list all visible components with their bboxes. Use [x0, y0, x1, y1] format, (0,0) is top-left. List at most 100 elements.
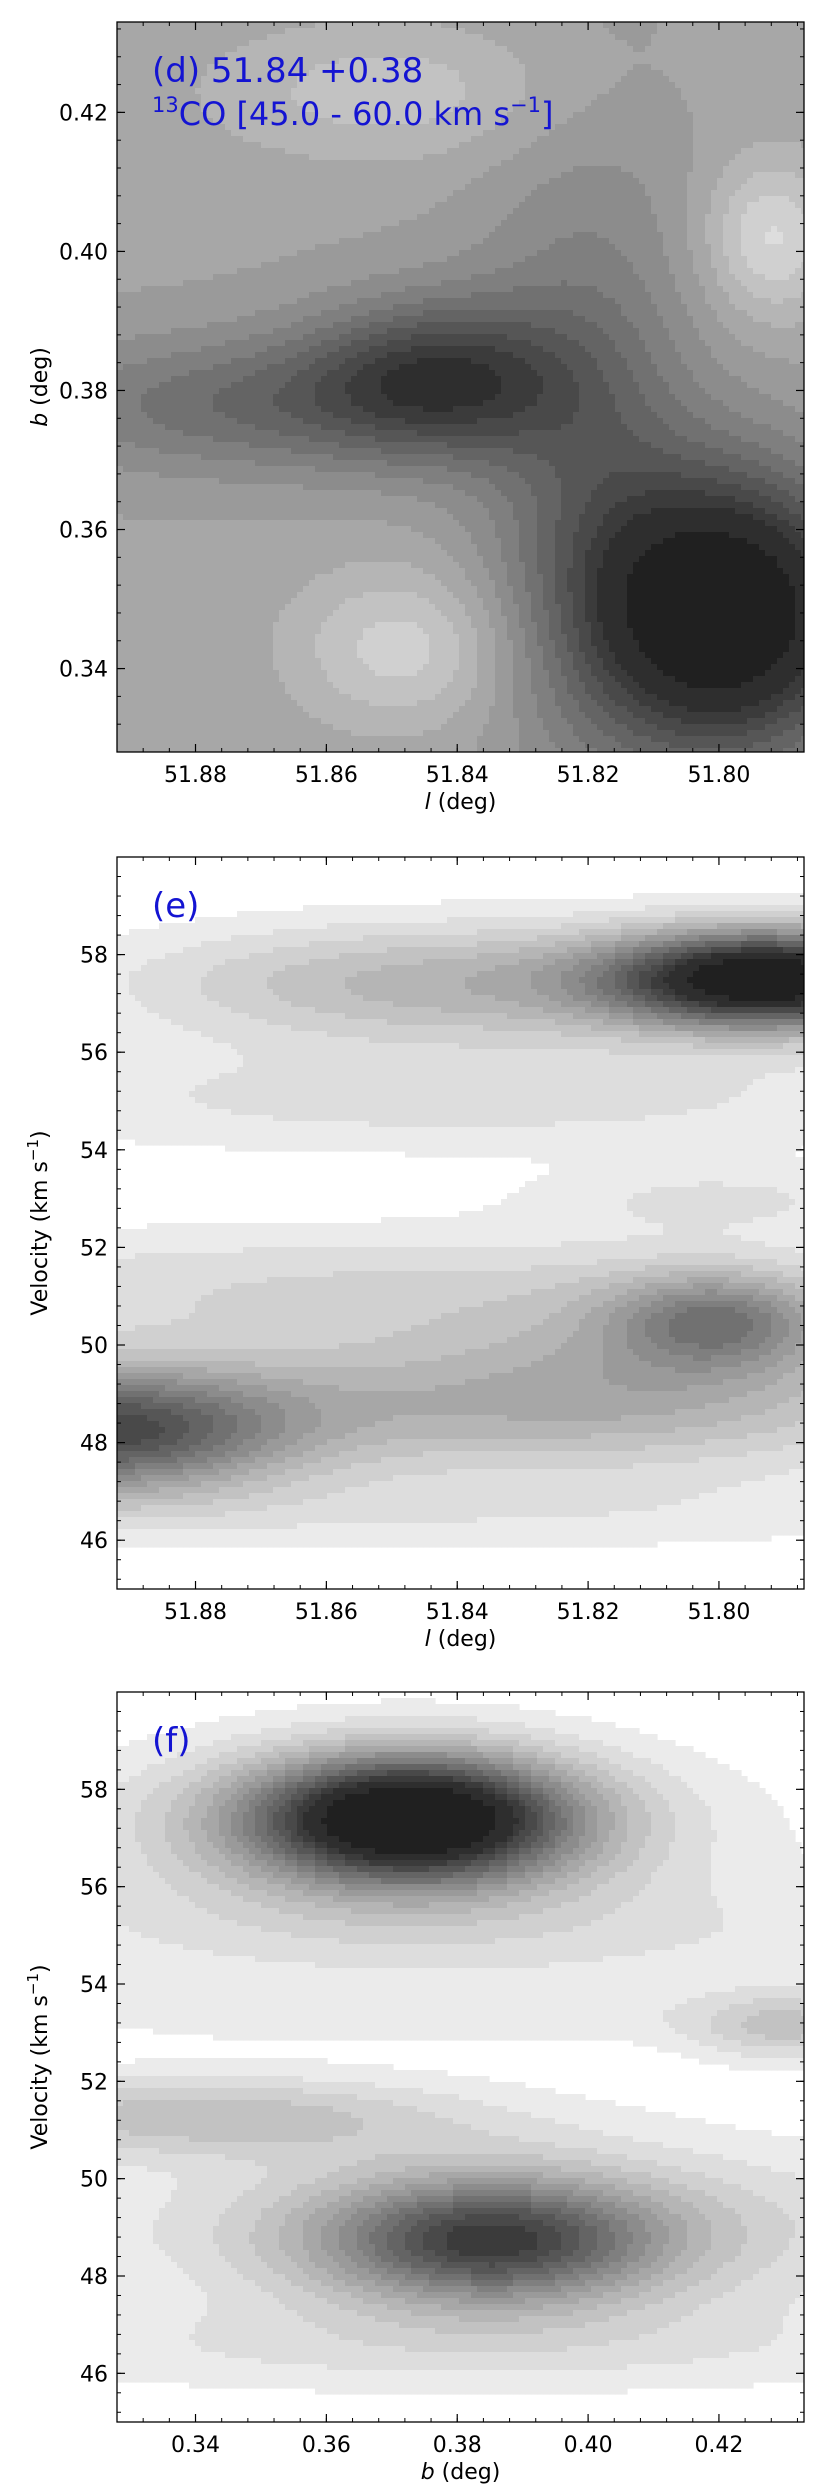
contour-cell: [219, 178, 226, 185]
contour-cell: [399, 88, 406, 95]
contour-cell: [741, 22, 748, 29]
contour-cell: [585, 94, 592, 101]
contour-cell: [699, 76, 706, 83]
contour-cell: [141, 106, 148, 113]
contour-cell: [273, 238, 280, 245]
contour-cell: [273, 268, 280, 275]
contour-cell: [723, 274, 730, 281]
contour-cell: [255, 190, 262, 197]
contour-cell: [633, 112, 640, 119]
contour-cell: [729, 250, 736, 257]
contour-cell: [753, 274, 760, 281]
contour-cell: [651, 226, 658, 233]
contour-cell: [351, 256, 358, 263]
contour-cell: [747, 268, 754, 275]
contour-cell: [573, 100, 580, 107]
contour-cell: [537, 238, 544, 245]
contour-cell: [669, 208, 676, 215]
contour-cell: [129, 268, 136, 275]
contour-cell: [261, 196, 268, 203]
contour-cell: [801, 166, 804, 173]
contour-cell: [159, 166, 166, 173]
contour-cell: [531, 160, 538, 167]
contour-cell: [219, 208, 226, 215]
contour-cell: [477, 256, 484, 263]
contour-cell: [615, 130, 622, 137]
contour-cell: [129, 166, 136, 173]
contour-cell: [759, 100, 766, 107]
contour-cell: [663, 274, 670, 281]
contour-cell: [243, 64, 250, 71]
contour-cell: [639, 184, 646, 191]
contour-cell: [135, 148, 142, 155]
contour-cell: [783, 220, 790, 227]
contour-cell: [801, 172, 804, 179]
contour-cell: [183, 52, 190, 59]
contour-cell: [327, 244, 334, 251]
contour-cell: [351, 94, 358, 101]
contour-cell: [261, 214, 268, 221]
contour-cell: [237, 190, 244, 197]
contour-cell: [645, 64, 652, 71]
contour-cell: [645, 202, 652, 209]
contour-cell: [135, 154, 142, 161]
contour-cell: [735, 196, 742, 203]
contour-cell: [279, 154, 286, 161]
contour-cell: [723, 82, 730, 89]
contour-cell: [273, 82, 280, 89]
contour-cell: [237, 268, 244, 275]
contour-cell: [369, 214, 376, 221]
contour-cell: [519, 148, 526, 155]
contour-cell: [117, 268, 124, 275]
contour-cell: [633, 34, 640, 41]
contour-cell: [675, 22, 682, 29]
contour-cell: [477, 106, 484, 113]
contour-cell: [381, 208, 388, 215]
contour-cell: [645, 250, 652, 257]
contour-cell: [555, 100, 562, 107]
contour-cell: [177, 190, 184, 197]
contour-cell: [735, 82, 742, 89]
contour-cell: [231, 124, 238, 131]
contour-cell: [417, 136, 424, 143]
contour-cell: [477, 226, 484, 233]
contour-cell: [591, 196, 598, 203]
contour-cell: [393, 22, 400, 29]
contour-cell: [153, 142, 160, 149]
contour-cell: [723, 190, 730, 197]
contour-cell: [321, 28, 328, 35]
contour-cell: [759, 94, 766, 101]
contour-cell: [525, 70, 532, 77]
contour-cell: [729, 256, 736, 263]
contour-cell: [513, 130, 520, 137]
contour-cell: [453, 40, 460, 47]
contour-cell: [387, 58, 394, 65]
contour-cell: [387, 208, 394, 215]
contour-cell: [501, 70, 508, 77]
contour-cell: [381, 34, 388, 41]
contour-cell: [447, 100, 454, 107]
contour-cell: [783, 208, 790, 215]
contour-cell: [165, 52, 172, 59]
contour-cell: [375, 94, 382, 101]
contour-cell: [759, 226, 766, 233]
contour-cell: [315, 160, 322, 167]
contour-cell: [375, 262, 382, 269]
contour-cell: [333, 136, 340, 143]
contour-cell: [489, 220, 496, 227]
contour-cell: [543, 52, 550, 59]
contour-cell: [231, 166, 238, 173]
contour-cell: [255, 142, 262, 149]
contour-cell: [291, 136, 298, 143]
contour-cell: [393, 70, 400, 77]
contour-cell: [681, 148, 688, 155]
contour-cell: [243, 154, 250, 161]
contour-cell: [201, 178, 208, 185]
contour-cell: [123, 226, 130, 233]
contour-cell: [315, 202, 322, 209]
contour-cell: [795, 154, 802, 161]
contour-cell: [765, 148, 772, 155]
contour-cell: [663, 112, 670, 119]
contour-cell: [147, 106, 154, 113]
contour-cell: [255, 280, 262, 287]
